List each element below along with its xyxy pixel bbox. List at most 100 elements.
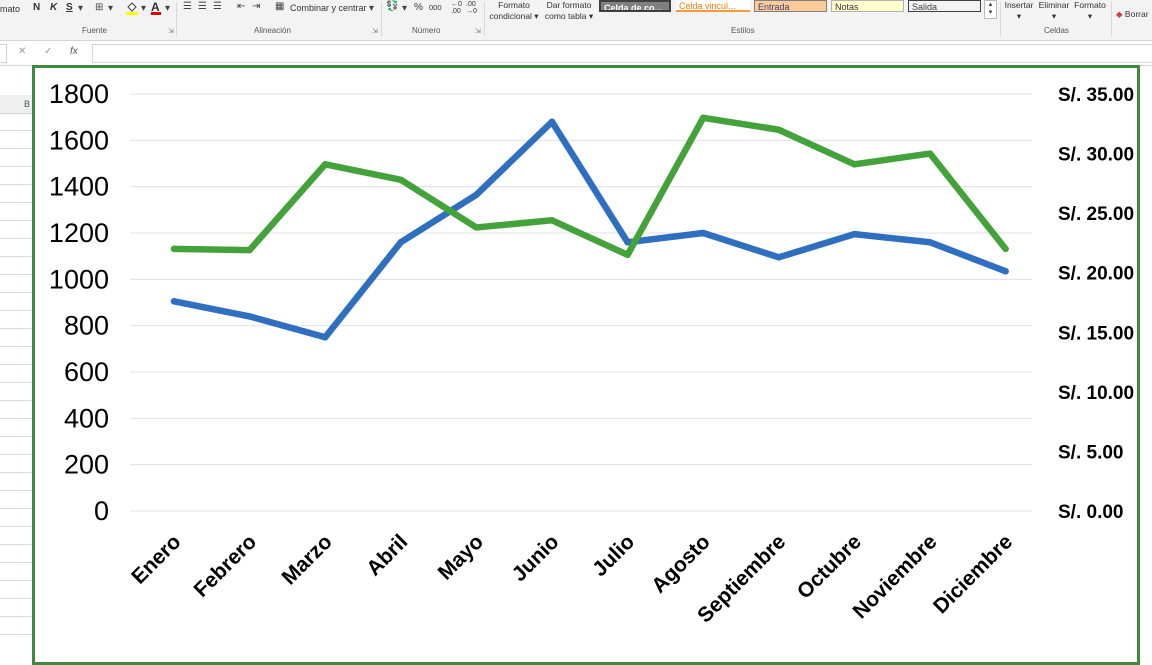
insert-function-icon[interactable]: fx (70, 46, 78, 57)
alineacion-launcher-icon[interactable]: ⇲ (372, 28, 378, 35)
insert-cells-label: Insertar (1004, 0, 1034, 10)
fill-color-dropdown-icon[interactable]: ▾ (141, 3, 147, 14)
y-left-tick-label: 800 (64, 311, 109, 341)
decrease-decimal-icon[interactable]: .00 →0 (466, 1, 477, 15)
align-right-icon[interactable]: ☰ (213, 1, 222, 12)
x-tick-label: Junio (508, 530, 564, 586)
cell-styles-more-button[interactable]: ▴ ▾ (984, 0, 997, 19)
accounting-dropdown-icon[interactable]: ▾ (402, 3, 408, 14)
enter-icon[interactable]: ✓ (44, 46, 53, 57)
format-cells-button[interactable]: Formato ▾ (1072, 0, 1108, 22)
align-center-icon[interactable]: ☰ (198, 1, 207, 12)
increase-decimal-icon[interactable]: ←0.00 (451, 1, 462, 15)
increase-indent-icon[interactable]: ⇥ (252, 1, 261, 12)
delete-cells-label: Eliminar (1038, 0, 1070, 10)
y-right-tick-label: S/. 0.00 (1058, 502, 1124, 523)
x-tick-label: Marzo (278, 530, 337, 589)
format-cells-dropdown-icon: ▾ (1087, 11, 1093, 21)
format-as-table-line1: Dar formato (546, 0, 592, 10)
borders-icon[interactable]: ⊞ (95, 2, 104, 13)
line-chart: 0 200 400 600 800 1000 1200 1400 1600 1800 S/. 0.0… (49, 79, 1134, 627)
series-2-point (775, 126, 782, 133)
numero-launcher-icon[interactable]: ⇲ (475, 28, 481, 35)
merge-center-button[interactable]: Combinar y centrar (290, 3, 367, 13)
y-right-tick-label: S/. 20.00 (1058, 264, 1134, 285)
comma-style-button[interactable]: 000 (429, 3, 442, 12)
cell-style-linked-cell[interactable]: Celda vincul... (676, 0, 750, 12)
x-tick-label: Abril (362, 530, 412, 580)
format-as-table-button[interactable]: Dar formato como tabla ▾ (542, 0, 596, 22)
font-color-dropdown-icon[interactable]: ▾ (165, 3, 171, 14)
cancel-icon[interactable]: ✕ (18, 46, 27, 57)
group-label-numero: Número (412, 26, 441, 35)
underline-button[interactable]: S (66, 2, 73, 13)
x-tick-label: Julio (588, 530, 639, 581)
series-1-point (246, 313, 253, 320)
x-tick-label: Agosto (647, 530, 714, 597)
y-left-tick-label: 400 (64, 403, 109, 433)
y-right-tick-label: S/. 25.00 (1058, 204, 1134, 225)
series-1-point (548, 118, 556, 125)
x-tick-label: Octubre (793, 530, 866, 603)
series-2-point (397, 176, 404, 183)
name-box[interactable] (0, 44, 7, 63)
font-color-icon[interactable]: A (151, 0, 161, 15)
series-1-point (851, 230, 858, 238)
ribbon: mato N K S ▾ ⊞ ▾ ▾ A ▾ Fuente ⇲ ☰ ☰ ☰ ⇤ … (0, 0, 1152, 41)
series-2-point (700, 114, 707, 122)
y-right-tick-label: S/. 30.00 (1058, 145, 1134, 166)
clear-label: Borrar (1124, 9, 1149, 19)
cell-style-output[interactable]: Salida (908, 0, 981, 12)
series-1-point (397, 239, 404, 246)
underline-dropdown-icon[interactable]: ▾ (78, 3, 84, 14)
column-header-b[interactable]: B (0, 95, 32, 114)
accounting-format-icon[interactable]: 💱 (386, 1, 399, 12)
ribbon-divider (1000, 2, 1001, 36)
decrease-indent-icon[interactable]: ⇤ (237, 1, 246, 12)
borders-dropdown-icon[interactable]: ▾ (108, 3, 114, 14)
y-left-tick-label: 0 (94, 496, 109, 526)
fill-color-icon[interactable] (125, 1, 139, 18)
y-left-tick-label: 600 (64, 357, 109, 387)
cell-style-check-cell[interactable]: Celda de co... (599, 0, 671, 12)
series-line-1 (170, 118, 1009, 341)
percent-style-button[interactable]: % (414, 2, 423, 13)
group-label-fuente: Fuente (82, 26, 107, 35)
insert-cells-dropdown-icon: ▾ (1016, 11, 1022, 21)
series-2-point (624, 251, 631, 259)
column-header-label: B (24, 99, 31, 109)
clear-button[interactable]: ◆ Borrar (1116, 9, 1149, 20)
formula-input[interactable] (92, 44, 1152, 63)
series-2-point (170, 245, 178, 253)
y-left-tick-label: 1000 (49, 264, 109, 294)
cell-style-note[interactable]: Notas (831, 0, 904, 12)
ribbon-divider (381, 2, 382, 36)
delete-cells-button[interactable]: Eliminar ▾ (1036, 0, 1072, 22)
fuente-launcher-icon[interactable]: ⇲ (168, 28, 174, 35)
y-left-tick-label: 1600 (49, 125, 109, 155)
bold-button[interactable]: N (33, 2, 41, 13)
align-left-icon[interactable]: ☰ (183, 1, 192, 12)
delete-cells-dropdown-icon: ▾ (1051, 11, 1057, 21)
merge-dropdown-icon[interactable]: ▾ (369, 3, 375, 14)
insert-cells-button[interactable]: Insertar ▾ (1002, 0, 1036, 22)
series-2-point (926, 150, 934, 157)
italic-button[interactable]: K (50, 2, 58, 13)
y-left-tick-label: 1400 (49, 172, 109, 202)
merge-center-icon[interactable]: ▦ (275, 1, 285, 12)
cell-style-input[interactable]: Entrada (754, 0, 827, 12)
chart-area[interactable]: 0 200 400 600 800 1000 1200 1400 1600 1800 S/. 0.0… (32, 65, 1140, 665)
format-painter-label[interactable]: mato (0, 4, 21, 14)
conditional-format-button[interactable]: Formato condicional ▾ (486, 0, 542, 22)
series-2-point (548, 217, 556, 224)
x-tick-label: Enero (127, 530, 185, 588)
formula-bar: ✕ ✓ fx (0, 41, 1152, 66)
series-2-point (473, 224, 480, 231)
group-label-celdas: Celdas (1044, 26, 1069, 35)
conditional-format-line1: Formato (498, 0, 530, 10)
y-left-tick-label: 1200 (49, 218, 109, 248)
ribbon-divider (484, 2, 485, 36)
series-1-point (775, 254, 782, 261)
series-2-point (851, 161, 858, 168)
series-1-point (322, 334, 329, 341)
